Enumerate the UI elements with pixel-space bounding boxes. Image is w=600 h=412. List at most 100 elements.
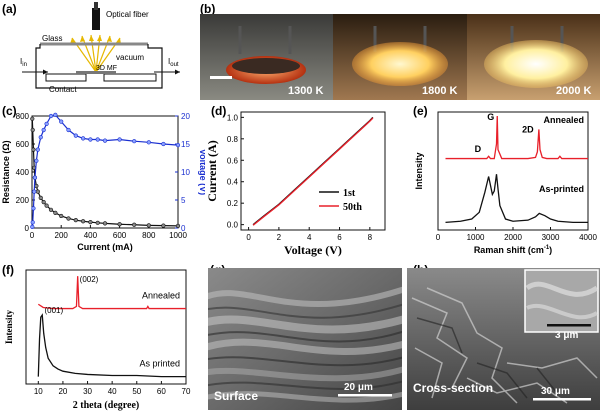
y-tick-label: 0.0 (227, 221, 239, 230)
data-point-resistance (146, 223, 151, 228)
optical-fiber-label: Optical fiber (106, 10, 149, 19)
x-axis-label: Current (mA) (77, 242, 133, 252)
series-line-as-printed (445, 174, 588, 224)
panel-label-d: (d) (211, 104, 227, 118)
y-tick-label: 0.4 (227, 178, 239, 187)
legend-label: 1st (343, 188, 356, 199)
data-point-resistance (30, 127, 35, 133)
x-tick-label: 8 (368, 233, 373, 242)
data-point-voltage (175, 143, 181, 148)
data-point-voltage (32, 175, 38, 180)
x-tick-label: 200 (55, 231, 69, 240)
data-point-resistance (66, 216, 71, 221)
data-point-voltage (41, 127, 46, 133)
series-line-50th (252, 117, 374, 226)
scale-bar-h-inset (547, 324, 591, 327)
data-point-resistance (161, 223, 166, 228)
x-tick-label: 0 (246, 233, 251, 242)
temp-label-1800: 1800 K (422, 85, 458, 97)
light-rays (71, 34, 121, 73)
data-point-voltage (102, 138, 108, 143)
data-point-voltage (66, 127, 71, 133)
series-line-annealed (445, 115, 588, 160)
scale-bar-h (533, 398, 591, 401)
x-tick-label: 0 (30, 231, 35, 240)
panel-label-c: (c) (2, 104, 17, 118)
data-point-resistance (41, 199, 46, 205)
chart-c-resistance-voltage: 0 200 400 600 800 1000020040060080005101520Cu… (1, 112, 205, 252)
data-point-resistance (59, 213, 64, 219)
panel-label-b: (b) (200, 2, 216, 16)
vacuum-chamber (35, 44, 163, 89)
y-tick-label: 1.0 (227, 113, 239, 122)
data-point-resistance (132, 222, 137, 227)
y2-axis-label: Voltage (V) (198, 149, 205, 195)
data-point-voltage (30, 224, 35, 229)
x-tick-label: 1000 (467, 233, 485, 242)
plot-frame (437, 111, 589, 231)
peak-label-001: (001) (44, 306, 63, 315)
data-point-voltage (73, 133, 78, 138)
series-label-as-printed: As printed (139, 359, 180, 369)
data-point-voltage (146, 140, 151, 145)
peak-label-2d: 2D (522, 124, 534, 134)
data-point-voltage (95, 137, 100, 142)
y-tick-label: 0.6 (227, 156, 239, 165)
data-point-voltage (32, 189, 37, 194)
x-tick-label: 400 (84, 231, 98, 240)
y-tick-label: 0.8 (227, 135, 239, 144)
y2-tick-label: 5 (181, 196, 186, 205)
series-line-voltage (31, 114, 179, 227)
y-tick-label: 800 (16, 112, 30, 121)
data-point-resistance (30, 116, 35, 121)
temp-label-2000: 2000 K (556, 85, 592, 97)
chart-d-iv-curve: 0 2 4 6 8 0.0 0.2 0.4 0.6 0.8 1.0 Voltage (V) Curren… (205, 111, 386, 257)
series-line-annealed (37, 276, 186, 310)
chart-e-raman: 0 1000 2000 3000 4000 Raman shift (cm-1) Inten… (414, 111, 597, 255)
chart-f-xrd: 10 20 30 40 50 60 70 2 theta (degree) Intensity A… (4, 269, 191, 411)
x-tick-label: 10 (34, 387, 43, 396)
data-point-resistance (95, 220, 100, 225)
y-tick-label: 400 (16, 168, 30, 177)
data-point-resistance (117, 222, 122, 227)
x-tick-label: 0 (436, 233, 441, 242)
x-tick-label: 30 (83, 387, 92, 396)
temp-label-1300: 1300 K (288, 85, 324, 97)
data-point-voltage (161, 141, 166, 147)
data-point-voltage (44, 121, 49, 126)
i-in-label: Iin (20, 57, 27, 68)
x-axis-label: 2 theta (degree) (73, 400, 139, 411)
data-point-resistance (175, 223, 181, 228)
y2-tick-label: 10 (181, 168, 190, 177)
series-line-resistance (31, 118, 179, 227)
plot-frame (25, 269, 187, 385)
x-tick-label: 60 (157, 387, 166, 396)
data-point-resistance (35, 189, 40, 194)
data-point-voltage (48, 113, 54, 119)
data-point-voltage (59, 119, 64, 124)
sem-surface-caption: Surface (214, 389, 258, 403)
x-tick-label: 600 (113, 231, 127, 240)
data-point-resistance (88, 220, 93, 225)
data-point-voltage (53, 112, 58, 117)
plot-frame (240, 111, 386, 231)
scale-label-h: 30 μm (541, 386, 570, 397)
optical-fiber-shape (92, 8, 100, 30)
vacuum-label: vacuum (116, 53, 144, 62)
data-point-voltage (35, 147, 40, 152)
panel-h-sem-cross-section: Cross-section 3 μm 30 μm (407, 268, 600, 410)
x-axis-label: Voltage (V) (284, 243, 342, 257)
panel-label-e: (e) (413, 104, 428, 118)
series-label-annealed: Annealed (543, 115, 584, 125)
x-tick-label: 20 (58, 387, 67, 396)
x-tick-label: 2000 (504, 233, 522, 242)
i-out-label: Iout (168, 57, 179, 68)
x-tick-label: 800 (142, 231, 156, 240)
data-point-resistance (38, 195, 43, 200)
x-tick-label: 40 (108, 387, 117, 396)
y-axis-label: Resistance (Ω) (1, 140, 11, 203)
peak-label-002: (002) (80, 275, 99, 284)
data-point-voltage (38, 135, 43, 140)
y-axis-label: Intensity (414, 152, 424, 189)
scale-label-h-inset: 3 μm (555, 330, 578, 341)
